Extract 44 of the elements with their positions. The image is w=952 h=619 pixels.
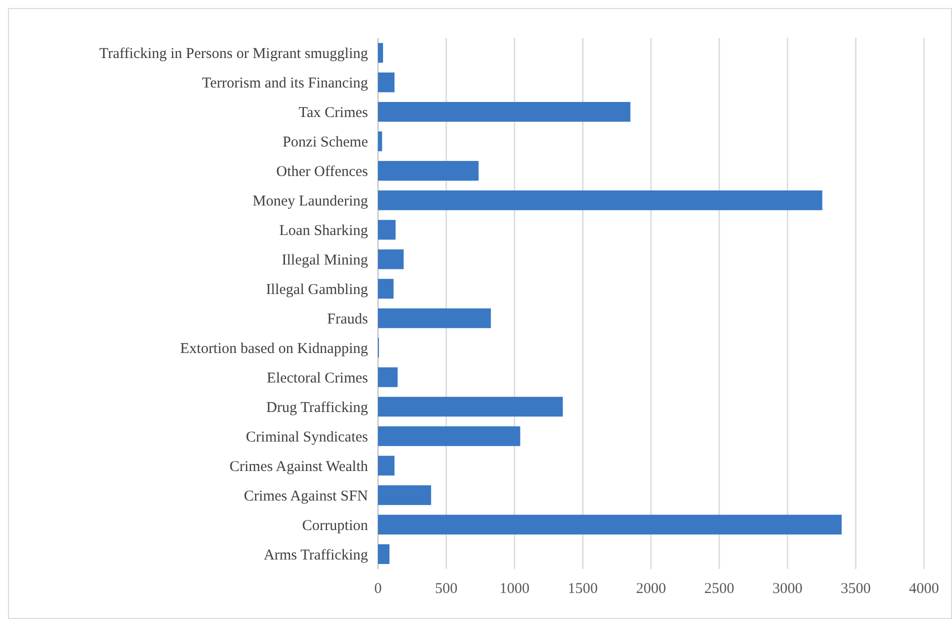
- bar: [378, 514, 842, 535]
- bar: [378, 485, 432, 506]
- x-tick-label: 3500: [840, 581, 871, 597]
- y-tick-label: Other Offences: [276, 164, 368, 180]
- x-tick-label: 1500: [568, 581, 598, 597]
- bar: [378, 131, 382, 152]
- bar: [378, 102, 630, 122]
- y-tick-label: Corruption: [302, 518, 368, 534]
- bar: [378, 220, 396, 240]
- y-tick-label: Arms Trafficking: [264, 547, 368, 564]
- bar: [378, 43, 384, 63]
- y-tick-label: Criminal Syndicates: [246, 429, 368, 446]
- y-tick-label: Crimes Against SFN: [244, 488, 368, 504]
- x-tick-label: 2000: [636, 581, 666, 597]
- bar: [378, 160, 479, 181]
- x-tick-label: 2500: [704, 581, 734, 597]
- bar: [378, 72, 395, 92]
- y-tick-label: Loan Sharking: [279, 223, 368, 240]
- y-tick-label: Frauds: [327, 311, 368, 328]
- bar: [378, 308, 491, 328]
- bar: [378, 367, 398, 388]
- bar: [378, 396, 563, 417]
- x-tick-label: 500: [435, 581, 458, 597]
- bar: [378, 544, 390, 564]
- y-tick-label: Crimes Against Wealth: [229, 458, 368, 475]
- bar: [378, 190, 822, 210]
- y-tick-label: Ponzi Scheme: [282, 134, 368, 151]
- y-tick-label: Terrorism and its Financing: [202, 76, 368, 92]
- bar: [378, 278, 394, 299]
- x-tick-label: 3000: [772, 581, 802, 597]
- x-tick-label: 1000: [500, 581, 530, 597]
- y-tick-label: Trafficking in Persons or Migrant smuggling: [99, 46, 368, 62]
- y-tick-label: Money Laundering: [252, 194, 368, 210]
- y-tick-label: Illegal Mining: [282, 252, 368, 269]
- x-tick-label: 4000: [909, 581, 939, 597]
- y-tick-label: Tax Crimes: [298, 105, 368, 122]
- bar: [378, 426, 520, 446]
- bar: [378, 456, 395, 476]
- bar: [378, 249, 404, 270]
- x-tick-label: 0: [374, 581, 382, 597]
- y-tick-label: Extortion based on Kidnapping: [180, 340, 368, 357]
- y-tick-label: Electoral Crimes: [266, 370, 368, 386]
- y-tick-label: Illegal Gambling: [266, 282, 368, 298]
- y-tick-label: Drug Trafficking: [266, 400, 368, 416]
